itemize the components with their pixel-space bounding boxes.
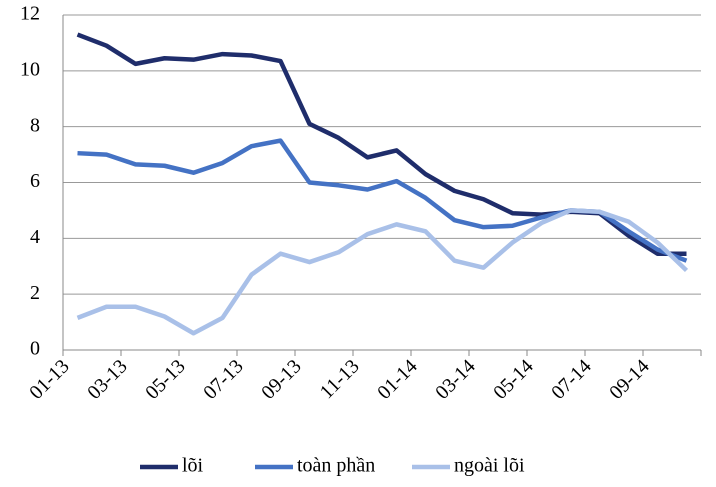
x-tick-label: 11-13 [316,355,364,403]
x-tick-label: 01-14 [373,355,422,404]
x-tick-label: 01-13 [25,355,74,404]
y-tick-label: 6 [30,170,40,192]
line-series [76,208,689,336]
line-series [76,32,687,256]
x-tick-label: 03-14 [431,355,480,404]
x-tick-label: 05-14 [489,355,538,404]
x-tick-label: 07-14 [547,355,596,404]
y-tick-label: 10 [20,58,40,80]
y-tick-label: 8 [30,114,40,136]
y-tick-label: 2 [30,282,40,304]
legend-label: toàn phần [297,455,375,477]
x-tick-label: 03-13 [83,355,132,404]
legend-label: ngoài lõi [454,455,525,477]
y-tick-label: 0 [30,338,40,360]
x-tick-label: 09-14 [605,355,654,404]
x-tick-label: 09-13 [257,355,306,404]
legend-label: lõi [182,455,204,477]
line-series [77,138,688,263]
x-tick-label: 05-13 [141,355,190,404]
x-tick-label: 07-13 [199,355,248,404]
y-tick-label: 4 [30,226,40,248]
y-tick-label: 12 [20,3,40,25]
